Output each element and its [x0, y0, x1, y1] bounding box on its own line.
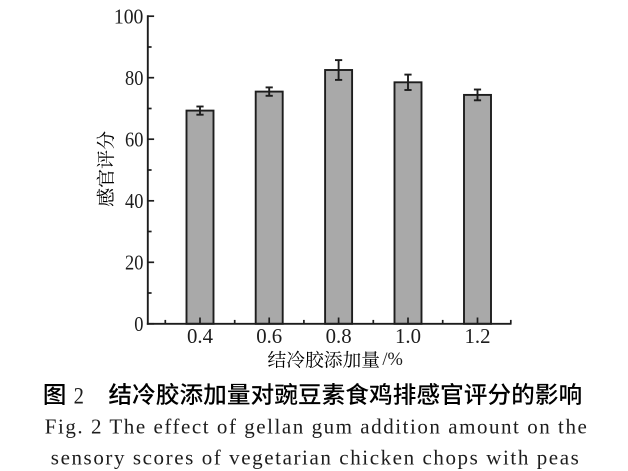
- svg-text:60: 60: [125, 128, 143, 152]
- svg-text:100: 100: [114, 5, 143, 29]
- svg-text:1.2: 1.2: [465, 324, 491, 348]
- svg-text:0.6: 0.6: [256, 324, 282, 348]
- svg-text:0.4: 0.4: [187, 324, 213, 348]
- svg-text:/%: /%: [382, 350, 403, 370]
- svg-text:sensory scores of vegetarian c: sensory scores of vegetarian chicken cho…: [51, 446, 579, 470]
- svg-text:Fig. 2 The effect of gellan gu: Fig. 2 The effect of gellan gum addition…: [45, 415, 587, 439]
- svg-text:20: 20: [125, 251, 143, 275]
- svg-text:1.0: 1.0: [395, 324, 421, 348]
- svg-text:2: 2: [74, 384, 84, 409]
- svg-text:0: 0: [134, 312, 143, 336]
- svg-text:0.8: 0.8: [326, 324, 352, 348]
- svg-text:40: 40: [125, 189, 143, 213]
- svg-text:80: 80: [125, 66, 143, 90]
